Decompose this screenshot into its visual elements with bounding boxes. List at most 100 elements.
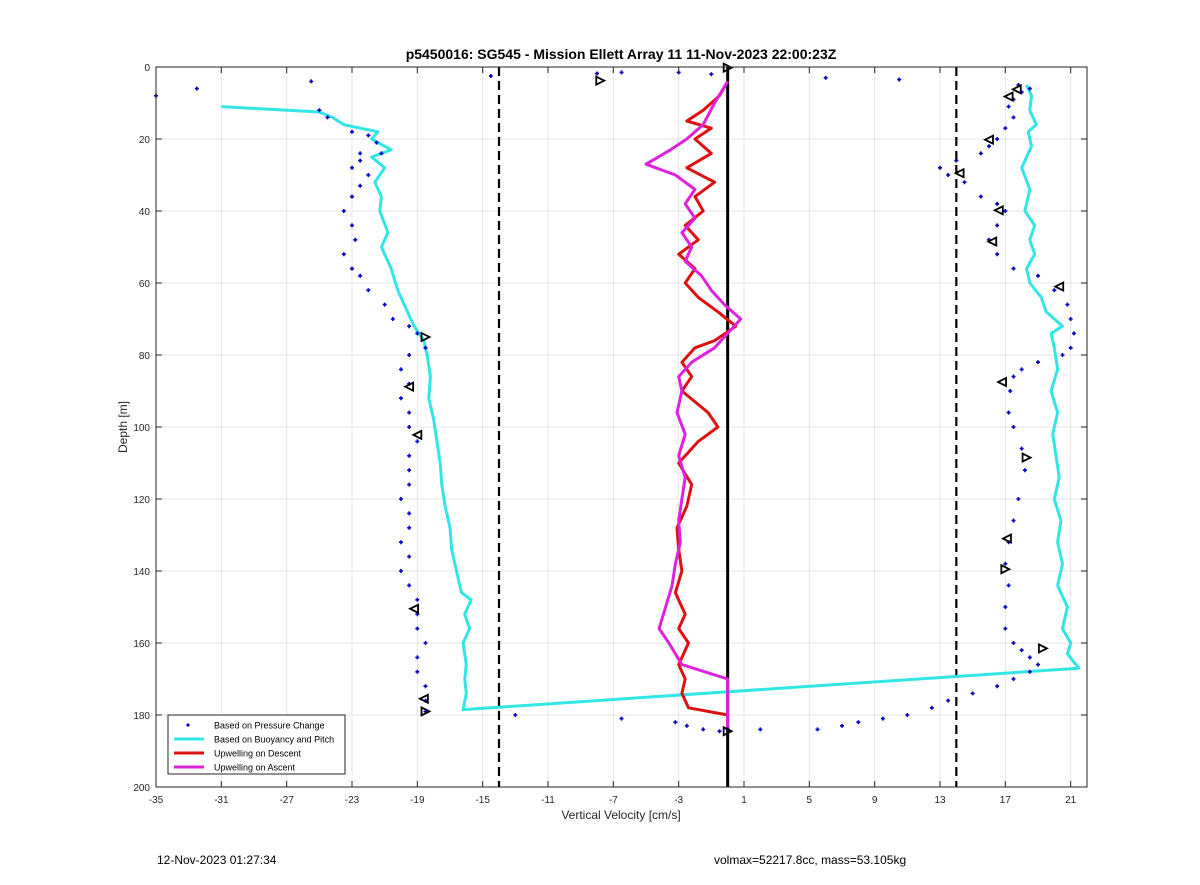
triangle-marker [986,236,998,248]
pressure-point [619,70,624,75]
x-tick-label: -35 [149,795,164,806]
pressure-point [995,684,1000,689]
pressure-point [1027,86,1032,91]
pressure-point [709,72,714,77]
y-tick-label: 120 [133,495,150,506]
pressure-point [1052,288,1057,293]
y-tick-label: 0 [144,63,150,74]
pressure-point [366,133,371,138]
triangle-marker [403,381,415,393]
pressure-point [1036,273,1040,278]
x-tick-label: 9 [872,795,878,806]
triangle-marker [1053,281,1065,293]
pressure-point [929,705,934,710]
pressure-point [1011,518,1016,523]
pressure-point [717,729,722,734]
legend-label: Based on Pressure Change [214,721,325,731]
pressure-point [701,727,706,732]
pressure-point [595,71,599,76]
pressure-point [358,151,363,156]
pressure-point [897,77,902,82]
pressure-point [995,223,1000,228]
pressure-point [1011,425,1016,429]
x-tick-label: 21 [1065,795,1077,806]
pressure-point [407,583,412,588]
pressure-point [1071,331,1076,336]
pressure-point [353,237,358,242]
x-tick-label: -15 [475,795,490,806]
y-axis-label: Depth [m] [116,401,130,453]
x-tick-label: -23 [345,795,360,806]
pressure-point [938,165,942,170]
triangle-marker [953,167,965,179]
triangle-marker [996,376,1007,388]
pressure-point [423,684,428,689]
pressure-point [684,723,689,728]
y-tick-label: 60 [139,279,151,290]
y-tick-label: 200 [133,783,150,794]
pressure-point [399,569,403,573]
legend-box [167,714,346,775]
x-axis-label: Vertical Velocity [cm/s] [561,808,680,822]
axes: -35 -31 -27 -23 -19 -15 -11 -7 -3 1 5 9 13 17 21020406… [133,63,1088,806]
plot-area [154,62,1081,787]
pressure-point [978,151,983,156]
pressure-point [350,223,354,228]
pressure-point [341,209,346,213]
pressure-point [1068,345,1073,350]
pressure-point [995,252,1000,257]
x-tick-label: -3 [674,795,683,806]
triangle-marker [722,62,734,74]
pressure-point [1019,648,1024,653]
pressure-point [407,482,412,487]
pressure-point [399,367,403,372]
pressure-point [880,716,885,721]
pressure-point [415,626,420,631]
pressure-point [423,641,428,645]
pressure-point [1006,104,1011,109]
y-tick-label: 80 [139,351,151,362]
x-tick-label: 17 [1000,795,1012,806]
pressure-point [415,331,420,336]
pressure-point [407,410,412,415]
pressure-point [407,468,412,473]
triangle-marker [1000,533,1012,545]
pressure-point [1027,655,1032,660]
pressure-point [379,151,384,156]
legend-label: Based on Buoyancy and Pitch [214,735,334,745]
pressure-point [1019,446,1024,451]
pressure-point [1003,561,1008,566]
footer-info: volmax=52217.8cc, mass=53.105kg [714,853,907,867]
legend-swatch [186,723,190,727]
pressure-point [758,727,763,732]
pressure-point [1019,367,1024,372]
chart-title: p5450016: SG545 - Mission Ellett Array 1… [406,46,837,62]
pressure-point [407,525,412,530]
pressure-point [1036,360,1040,365]
pressure-point [407,554,412,559]
pressure-point [513,713,518,717]
y-tick-label: 180 [133,711,150,722]
pressure-point [1003,605,1008,609]
triangle-marker [595,75,607,87]
pressure-point [399,540,403,545]
x-tick-label: 1 [741,795,747,806]
triangle-marker [992,204,1004,216]
pressure-point [946,698,951,703]
x-tick-label: -11 [541,795,555,806]
pressure-point [978,194,983,199]
pressure-point [423,345,428,350]
pressure-point [954,158,959,163]
pressure-point [673,720,678,725]
pressure-point [1006,583,1011,588]
ascent-series-line [644,80,743,730]
triangle-marker [1000,563,1012,575]
triangle-marker [420,705,432,717]
pressure-point [1003,126,1008,131]
pressure-point [946,173,951,177]
chart-legend: Based on Pressure Change Based on Buoyanc… [167,714,346,775]
pressure-point [415,669,420,674]
x-tick-label: 13 [934,795,946,806]
pressure-point [358,273,363,278]
